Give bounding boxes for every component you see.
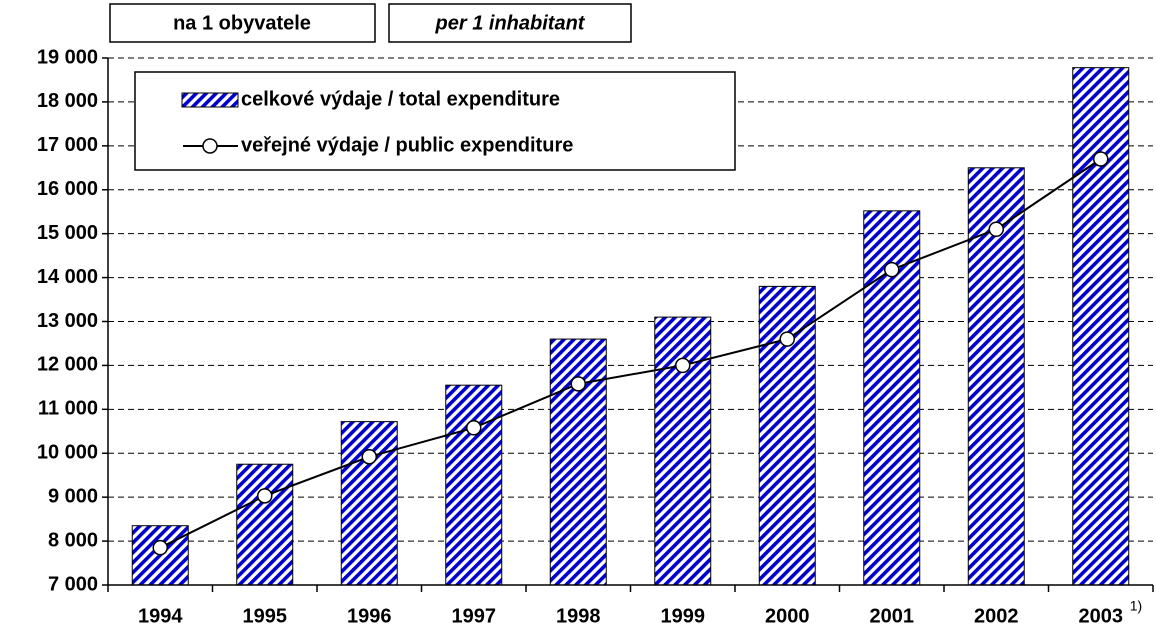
bar [549,338,607,586]
x-tick-label: 1999 [661,605,706,627]
x-tick-label: 2003 [1079,605,1124,627]
line-marker [988,221,1004,238]
y-tick-label: 15 000 [37,222,98,244]
x-tick-label: 1998 [556,605,601,627]
line-marker [884,261,900,278]
x-tick-label: 1994 [138,605,183,627]
legend-label: veřejné výdaje / public expenditure [241,134,573,156]
y-tick-label: 8 000 [48,529,98,551]
y-tick-label: 17 000 [37,134,98,156]
bar [445,384,503,586]
x-tick-label: 1995 [243,605,288,627]
line-marker [257,488,273,504]
bar [340,421,398,586]
bar [236,463,294,586]
bar [654,316,712,586]
y-tick-label: 9 000 [48,485,98,507]
x-tick-label: 2002 [974,605,1019,627]
chart-subtitle: per 1 inhabitant [435,12,586,34]
y-tick-label: 18 000 [37,90,98,112]
legend-label: celkové výdaje / total expenditure [241,88,560,110]
bar [1072,67,1130,586]
line [159,158,1102,549]
subtitle-box [388,3,632,43]
y-tick-label: 11 000 [38,398,98,420]
y-tick-label: 16 000 [37,178,98,200]
legend-swatch [181,92,239,108]
y-tick-label: 12 000 [37,354,98,376]
annotation: 1) [1130,598,1142,614]
y-tick-label: 13 000 [37,310,98,332]
y-tick-label: 14 000 [37,266,98,288]
y-tick-label: 10 000 [37,442,98,464]
legend-swatch [202,138,218,154]
x-tick-label: 2000 [765,605,810,627]
line-marker [466,420,482,436]
title-box [109,3,376,43]
y-tick-label: 19 000 [37,46,98,68]
chart-title: na 1 obyvatele [173,12,311,34]
line-marker [779,331,795,347]
line-marker [570,376,586,392]
line-marker [152,539,168,556]
legend-box [134,71,736,171]
y-tick-label: 7 000 [48,573,98,595]
line-marker [1093,151,1109,167]
x-tick-label: 2001 [870,605,915,627]
x-tick-label: 1997 [452,605,497,627]
bar [758,285,816,586]
line-marker [361,449,377,465]
line-marker [675,357,691,374]
x-tick-label: 1996 [347,605,392,627]
